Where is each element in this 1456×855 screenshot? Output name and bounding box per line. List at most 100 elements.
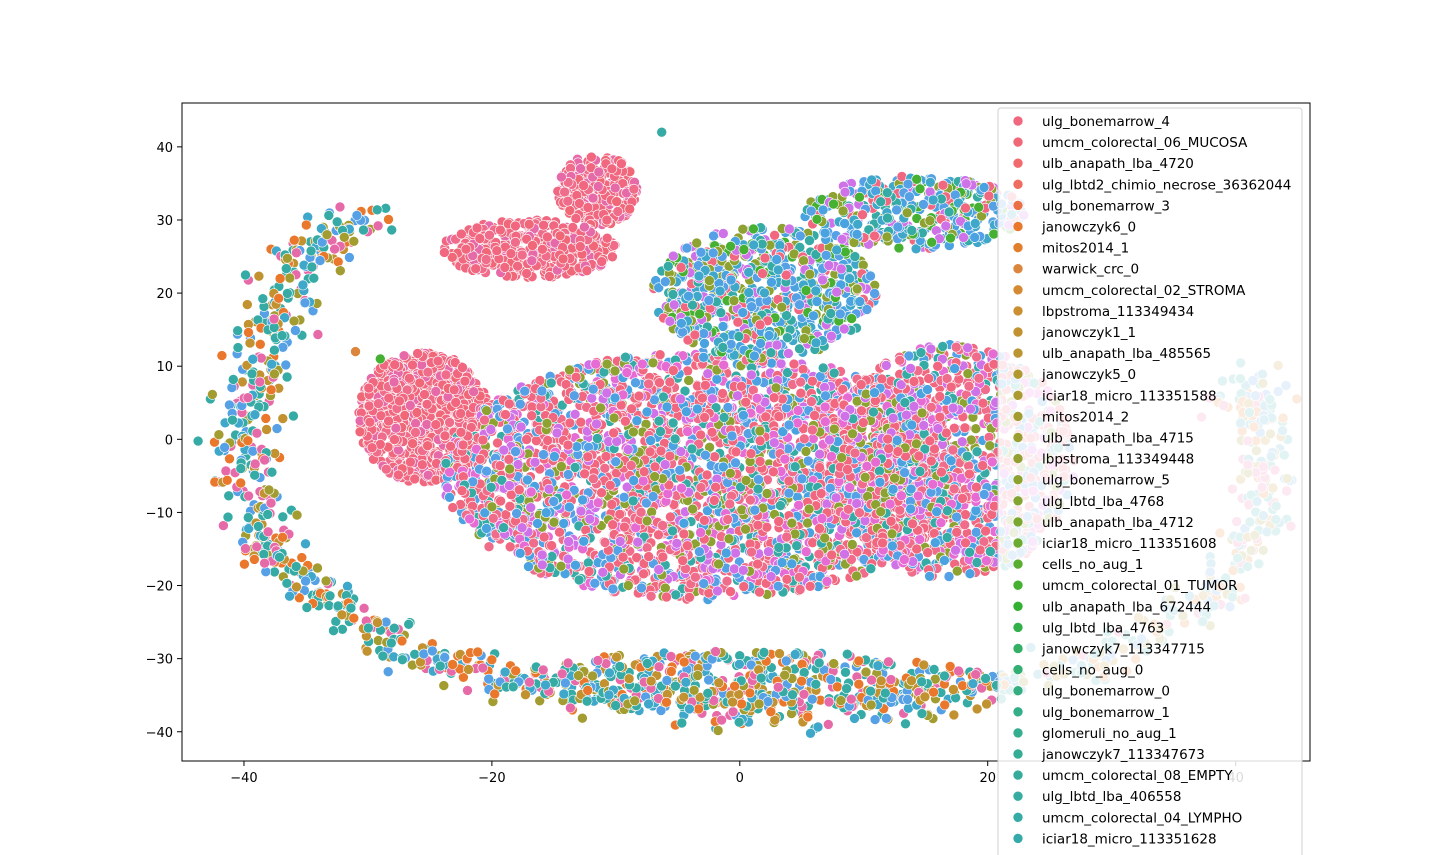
scatter-point: [753, 474, 764, 485]
scatter-point: [711, 373, 723, 385]
scatter-point: [481, 405, 492, 417]
scatter-point: [525, 502, 537, 513]
scatter-point: [354, 426, 366, 438]
scatter-point: [281, 577, 293, 589]
scatter-point: [251, 427, 263, 439]
scatter-point: [881, 712, 892, 724]
scatter-point: [584, 513, 596, 525]
scatter-point: [545, 377, 557, 389]
scatter-point: [683, 375, 695, 386]
scatter-point: [321, 229, 333, 240]
scatter-point: [692, 403, 703, 415]
scatter-point: [477, 662, 489, 674]
scatter-point: [276, 330, 288, 341]
scatter-point: [377, 650, 389, 662]
scatter-point: [700, 379, 711, 391]
scatter-point: [269, 344, 280, 356]
scatter-point: [706, 426, 718, 438]
scatter-point: [814, 448, 826, 460]
scatter-point: [282, 252, 293, 264]
scatter-point: [385, 637, 397, 649]
scatter-point: [372, 617, 383, 628]
scatter-point: [383, 214, 394, 225]
scatter-point: [730, 457, 741, 469]
scatter-point: [592, 433, 603, 444]
scatter-point: [495, 495, 506, 507]
scatter-point: [728, 563, 740, 575]
scatter-point: [419, 389, 430, 400]
scatter-point: [515, 421, 527, 433]
scatter-point: [795, 387, 807, 399]
scatter-point: [404, 372, 415, 384]
scatter-point: [439, 652, 451, 663]
scatter-point: [220, 465, 232, 477]
scatter-point: [363, 400, 375, 412]
scatter-point: [361, 645, 373, 657]
scatter-point: [239, 558, 250, 570]
scatter-point: [266, 466, 278, 478]
scatter-point: [592, 497, 604, 509]
scatter-point: [538, 449, 549, 460]
scatter-point: [243, 512, 254, 523]
scatter-point: [291, 247, 302, 259]
scatter-point: [224, 453, 235, 465]
scatter-point: [900, 718, 911, 730]
scatter-point: [393, 469, 404, 481]
scatter-point: [306, 261, 318, 273]
scatter-point: [242, 299, 253, 310]
scatter-point: [607, 519, 619, 531]
scatter-point: [503, 398, 515, 410]
scatter-point: [271, 423, 283, 434]
scatter-point: [246, 368, 258, 380]
scatter-point: [636, 582, 647, 594]
scatter-point: [819, 416, 831, 428]
scatter-point: [644, 446, 656, 458]
scatter-point: [981, 698, 992, 710]
scatter-point: [240, 543, 251, 554]
scatter-point: [363, 382, 375, 394]
scatter-point: [645, 435, 656, 446]
scatter-point: [736, 380, 747, 392]
scatter-point: [684, 591, 695, 603]
scatter-point: [766, 357, 777, 369]
scatter-point: [698, 351, 709, 363]
scatter-point: [265, 497, 277, 509]
scatter-point: [573, 574, 585, 586]
scatter-point: [622, 444, 634, 455]
scatter-point: [531, 435, 542, 447]
scatter-point: [564, 417, 576, 429]
scatter-point: [869, 714, 881, 725]
scatter-point: [259, 557, 270, 569]
scatter-point: [635, 506, 647, 518]
scatter-point: [817, 362, 829, 374]
scatter-point: [664, 376, 676, 388]
scatter-point: [260, 413, 272, 424]
scatter-point: [504, 480, 515, 491]
scatter-point: [649, 461, 661, 473]
scatter-point: [798, 433, 810, 445]
scatter-point: [261, 424, 272, 435]
scatter-point: [281, 371, 293, 383]
scatter-point: [718, 359, 730, 371]
scatter-point: [416, 459, 428, 471]
scatter-point: [609, 365, 621, 377]
scatter-point: [733, 716, 745, 728]
scatter-point: [249, 554, 260, 565]
scatter-point: [653, 415, 665, 427]
scatter-point: [257, 293, 269, 305]
scatter-point: [575, 416, 587, 428]
scatter-point: [383, 392, 395, 404]
scatter-point: [807, 537, 818, 549]
scatter-point: [280, 359, 292, 371]
scatter-point: [332, 600, 344, 612]
scatter-point: [721, 575, 733, 587]
scatter-point: [249, 458, 261, 470]
scatter-point: [596, 487, 607, 499]
scatter-point: [227, 414, 238, 426]
scatter-point: [814, 523, 825, 534]
scatter-point: [776, 557, 788, 568]
scatter-point: [709, 451, 720, 463]
scatter-point: [299, 297, 311, 309]
scatter-point: [571, 441, 583, 453]
scatter-point: [296, 552, 308, 563]
